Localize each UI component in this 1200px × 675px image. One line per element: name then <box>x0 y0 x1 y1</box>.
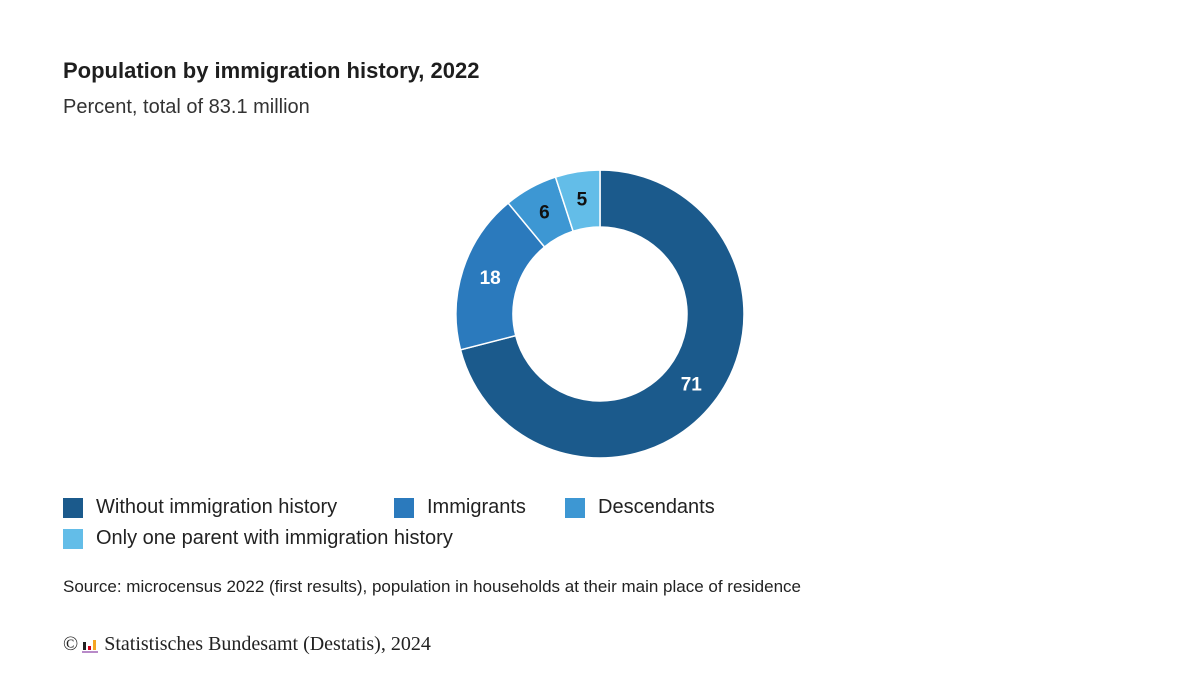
legend-label: Without immigration history <box>96 496 338 518</box>
chart-subtitle: Percent, total of 83.1 million <box>63 96 310 118</box>
legend-swatch <box>394 497 414 518</box>
donut-slice-4 <box>554 169 601 233</box>
source-note: Source: microcensus 2022 (first results)… <box>63 577 801 596</box>
legend-item-only-one-parent: Only one parent with immigration history <box>63 527 453 550</box>
legend-swatch <box>63 528 83 549</box>
chart-title: Population by immigration history, 2022 <box>63 58 480 83</box>
legend-swatch <box>63 497 83 518</box>
slice-value-label-2: 18 <box>480 268 501 289</box>
copyright-text: Statistisches Bundesamt (Destatis), 2024 <box>104 633 431 655</box>
slice-value-label-3: 6 <box>539 202 550 223</box>
legend-item-immigrants: Immigrants <box>394 496 526 519</box>
donut-slice-1 <box>459 169 745 459</box>
legend-swatch <box>565 497 585 518</box>
legend-label: Immigrants <box>427 496 526 518</box>
legend-label: Only one parent with immigration history <box>96 527 453 549</box>
legend-item-without-immigration-history: Without immigration history <box>63 496 337 519</box>
legend-item-descendants: Descendants <box>565 496 715 519</box>
legend-label: Descendants <box>598 496 715 518</box>
copyright-line: © Statistisches Bundesamt (Destatis), 20… <box>63 633 431 656</box>
slice-value-label-1: 71 <box>681 374 703 395</box>
destatis-bar-logo-icon <box>82 639 99 653</box>
copyright-symbol: © <box>63 633 79 655</box>
donut-chart: 71 18 6 5 <box>455 169 745 459</box>
slice-value-label-4: 5 <box>577 189 588 210</box>
